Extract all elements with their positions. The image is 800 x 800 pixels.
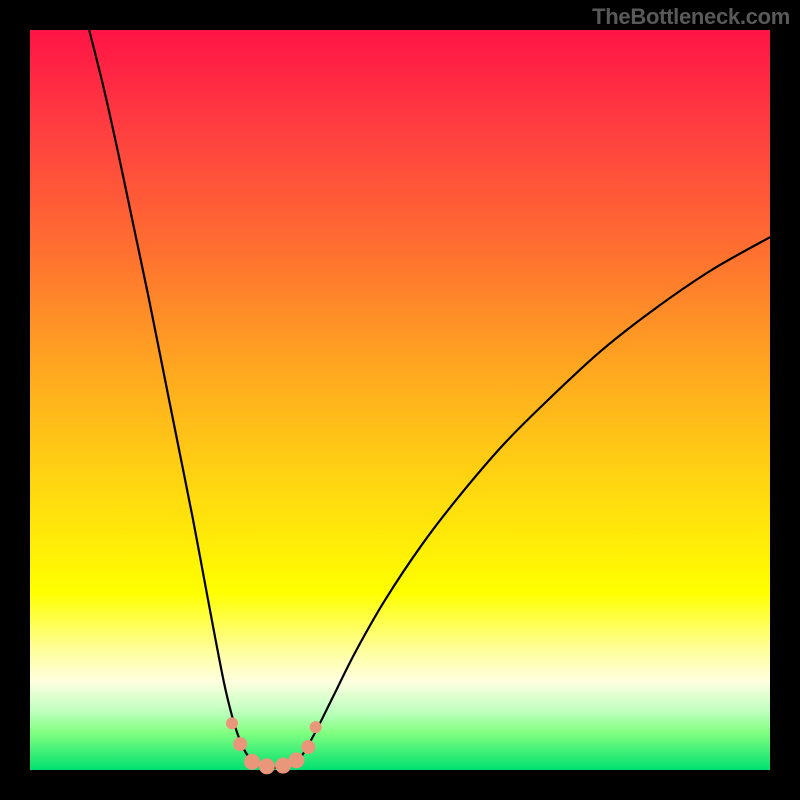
- trough-marker-3: [259, 758, 275, 774]
- curve-layer: [0, 0, 800, 800]
- chart-canvas: TheBottleneck.com: [0, 0, 800, 800]
- marker-group: [226, 717, 322, 774]
- trough-marker-7: [310, 721, 322, 733]
- trough-marker-2: [244, 754, 260, 770]
- trough-marker-0: [226, 717, 238, 729]
- trough-marker-6: [301, 740, 315, 754]
- trough-marker-1: [233, 737, 247, 751]
- trough-marker-5: [288, 752, 304, 768]
- bottleneck-curve: [89, 30, 770, 768]
